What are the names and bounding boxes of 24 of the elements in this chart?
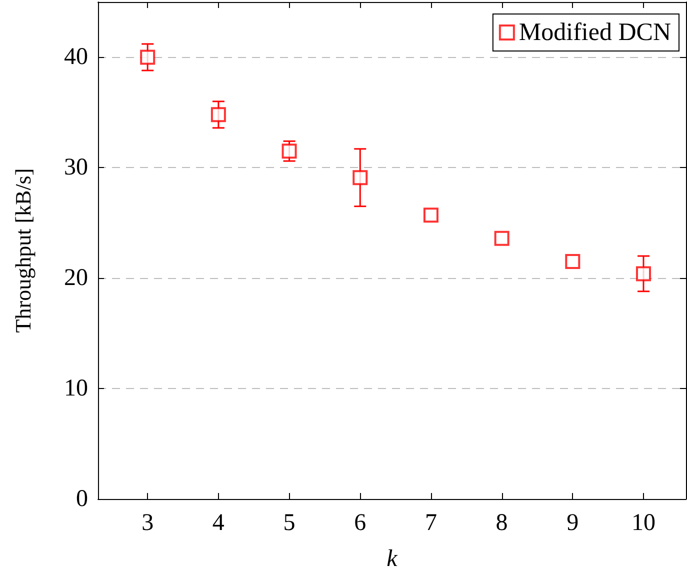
y-tick-label: 10 — [64, 376, 88, 402]
x-tick-label: 10 — [631, 510, 656, 536]
y-tick-label: 40 — [64, 44, 88, 70]
x-tick-label: 4 — [212, 510, 224, 536]
y-axis-title: Throughput [kB/s] — [10, 168, 36, 333]
y-tick-label: 0 — [76, 486, 88, 512]
point — [352, 170, 368, 186]
point — [210, 107, 226, 122]
y-tick-label: 20 — [64, 265, 88, 292]
x-tick-label: 5 — [283, 510, 296, 536]
x-tick-label: 6 — [354, 510, 366, 536]
legend-label: Modified DCN — [518, 19, 672, 46]
x-axis-title: k — [386, 546, 398, 572]
point — [423, 208, 438, 223]
point — [565, 254, 580, 270]
x-tick-label: 9 — [566, 510, 579, 536]
point — [494, 230, 510, 246]
y-tick-label: 30 — [64, 154, 88, 181]
x-tick-label: 8 — [496, 510, 508, 536]
x-tick-label: 7 — [424, 510, 437, 536]
point — [282, 144, 297, 159]
point — [140, 50, 156, 65]
x-tick-label: 3 — [142, 510, 154, 536]
point — [636, 266, 651, 282]
